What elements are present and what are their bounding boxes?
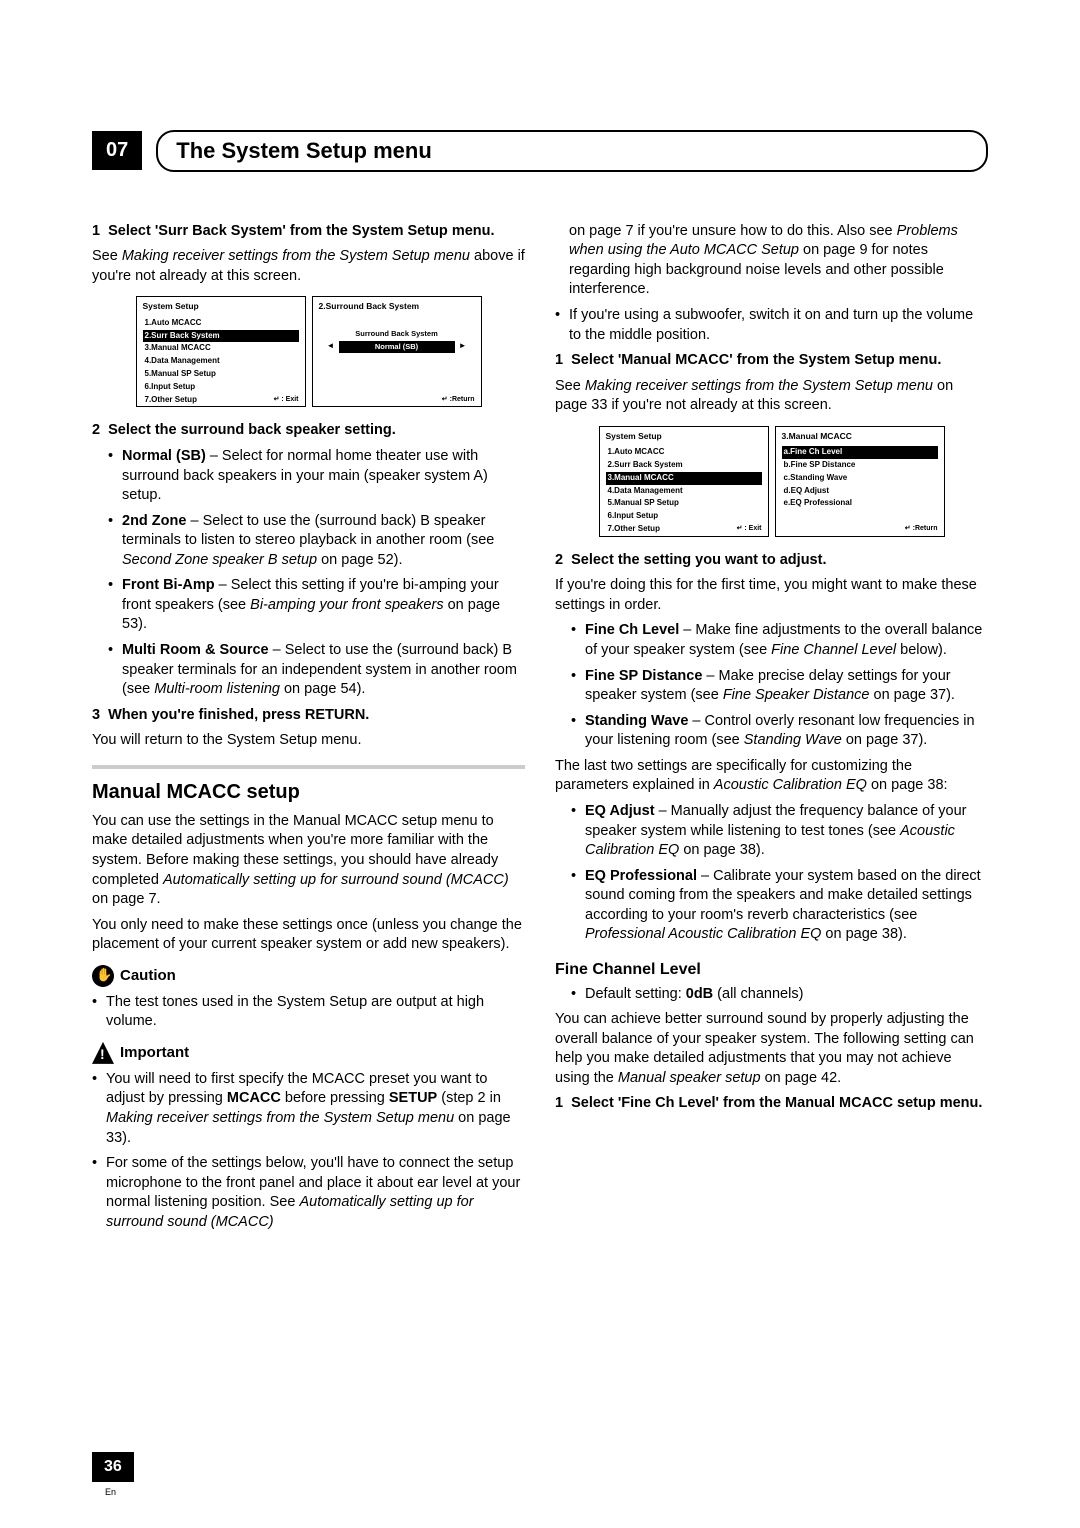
list-item: If you're using a subwoofer, switch it o…: [555, 306, 988, 345]
osd-item: c.Standing Wave: [782, 472, 938, 485]
step: 1 Select 'Manual MCACC' from the System S…: [555, 351, 988, 371]
list-item: Multi Room & Source – Select to use the …: [108, 641, 525, 700]
caution-label: Caution: [120, 966, 176, 986]
step-number: 2: [92, 422, 100, 438]
body-text: If you're doing this for the first time,…: [555, 576, 988, 615]
osd-item: 5.Manual SP Setup: [143, 368, 299, 381]
caution-icon: [92, 965, 114, 987]
list-item: The test tones used in the System Setup …: [92, 993, 525, 1032]
body-text: See Making receiver settings from the Sy…: [92, 247, 525, 286]
list-item: Fine Ch Level – Make fine adjustments to…: [571, 621, 988, 660]
osd-item-selected: a.Fine Ch Level: [782, 446, 938, 459]
step: 2 Select the surround back speaker settin…: [92, 421, 525, 441]
page-language: En: [105, 1486, 116, 1498]
bullet-list: EQ Adjust – Manually adjust the frequenc…: [571, 802, 988, 945]
body-text: The last two settings are specifically f…: [555, 757, 988, 796]
osd-footer: ↵ :Return: [905, 524, 938, 533]
bullet-list: You will need to first specify the MCACC…: [92, 1070, 525, 1233]
page-number: 36: [92, 1452, 134, 1482]
caution-heading: Caution: [92, 965, 525, 987]
body-text: You can use the settings in the Manual M…: [92, 812, 525, 910]
step-number: 1: [92, 223, 100, 239]
list-item: For some of the settings below, you'll h…: [92, 1154, 525, 1232]
osd-item: 1.Auto MCACC: [143, 317, 299, 330]
osd-item: 3.Manual MCACC: [143, 342, 299, 355]
osd-item: b.Fine SP Distance: [782, 459, 938, 472]
chapter-title: The System Setup menu: [156, 130, 988, 172]
osd-manual-mcacc: 3.Manual MCACC a.Fine Ch Level b.Fine SP…: [775, 426, 945, 537]
step: 2 Select the setting you want to adjust.: [555, 551, 988, 571]
osd-system-setup: System Setup 1.Auto MCACC 2.Surr Back Sy…: [136, 296, 306, 407]
list-item: 2nd Zone – Select to use the (surround b…: [108, 512, 525, 571]
list-item: Default setting: 0dB (all channels): [571, 985, 988, 1005]
step-number: 3: [92, 707, 100, 723]
list-item: Standing Wave – Control overly resonant …: [571, 712, 988, 751]
step-label: Select 'Surr Back System' from the Syste…: [108, 223, 494, 239]
bullet-list: Normal (SB) – Select for normal home the…: [108, 447, 525, 700]
important-label: Important: [120, 1043, 189, 1063]
bullet-list: The test tones used in the System Setup …: [92, 993, 525, 1032]
osd-item: e.EQ Professional: [782, 497, 938, 510]
section-heading: Manual MCACC setup: [92, 765, 525, 806]
list-item: EQ Professional – Calibrate your system …: [571, 867, 988, 945]
step-label: Select the setting you want to adjust.: [571, 552, 826, 568]
step-number: 1: [555, 1095, 563, 1111]
osd-item: 4.Data Management: [143, 355, 299, 368]
osd-title: 2.Surround Back System: [319, 301, 475, 312]
step-number: 2: [555, 552, 563, 568]
two-column-layout: 1 Select 'Surr Back System' from the Syst…: [92, 222, 988, 1239]
body-text: See Making receiver settings from the Sy…: [555, 377, 988, 416]
bullet-list: Fine Ch Level – Make fine adjustments to…: [571, 621, 988, 750]
bullet-list: If you're using a subwoofer, switch it o…: [555, 306, 988, 345]
osd-item: 6.Input Setup: [606, 510, 762, 523]
osd-item: 4.Data Management: [606, 485, 762, 498]
step-label: When you're finished, press RETURN.: [108, 707, 369, 723]
list-item: You will need to first specify the MCACC…: [92, 1070, 525, 1148]
step-label: Select 'Fine Ch Level' from the Manual M…: [571, 1095, 982, 1111]
step-number: 1: [555, 352, 563, 368]
body-text: on page 7 if you're unsure how to do thi…: [569, 222, 988, 300]
osd-footer: ↵ : Exit: [274, 395, 299, 404]
osd-item-selected: 3.Manual MCACC: [606, 472, 762, 485]
osd-item: 1.Auto MCACC: [606, 446, 762, 459]
menu-figure: System Setup 1.Auto MCACC 2.Surr Back Sy…: [555, 426, 988, 537]
menu-figure: System Setup 1.Auto MCACC 2.Surr Back Sy…: [92, 296, 525, 407]
osd-title: System Setup: [143, 301, 299, 312]
body-text: You can achieve better surround sound by…: [555, 1010, 988, 1088]
important-heading: Important: [92, 1042, 525, 1064]
list-item: EQ Adjust – Manually adjust the frequenc…: [571, 802, 988, 861]
body-text: You only need to make these settings onc…: [92, 916, 525, 955]
list-item: Normal (SB) – Select for normal home the…: [108, 447, 525, 506]
right-column: on page 7 if you're unsure how to do thi…: [555, 222, 988, 1239]
step: 1 Select 'Fine Ch Level' from the Manual …: [555, 1094, 988, 1114]
step: 1 Select 'Surr Back System' from the Syst…: [92, 222, 525, 242]
osd-footer: ↵ : Exit: [737, 524, 762, 533]
bullet-list: Default setting: 0dB (all channels): [571, 985, 988, 1005]
osd-item: 6.Input Setup: [143, 381, 299, 394]
osd-item: 5.Manual SP Setup: [606, 497, 762, 510]
list-item: Front Bi-Amp – Select this setting if yo…: [108, 576, 525, 635]
osd-system-setup: System Setup 1.Auto MCACC 2.Surr Back Sy…: [599, 426, 769, 537]
osd-footer: ↵ :Return: [442, 395, 475, 404]
osd-item: d.EQ Adjust: [782, 485, 938, 498]
step-label: Select 'Manual MCACC' from the System Se…: [571, 352, 941, 368]
osd-selection: Normal (SB): [339, 341, 455, 353]
chapter-number: 07: [92, 131, 142, 170]
left-column: 1 Select 'Surr Back System' from the Syst…: [92, 222, 525, 1239]
body-text: You will return to the System Setup menu…: [92, 731, 525, 751]
osd-title: 3.Manual MCACC: [782, 431, 938, 442]
step: 3 When you're finished, press RETURN.: [92, 706, 525, 726]
osd-title: System Setup: [606, 431, 762, 442]
important-icon: [92, 1042, 114, 1064]
osd-sublabel: Surround Back System: [319, 329, 475, 339]
osd-surr-back: 2.Surround Back System Surround Back Sys…: [312, 296, 482, 407]
list-item: Fine SP Distance – Make precise delay se…: [571, 667, 988, 706]
subsection-heading: Fine Channel Level: [555, 959, 988, 981]
osd-item: 2.Surr Back System: [606, 459, 762, 472]
chapter-header: 07 The System Setup menu: [92, 130, 988, 172]
osd-item-selected: 2.Surr Back System: [143, 330, 299, 343]
step-label: Select the surround back speaker setting…: [108, 422, 396, 438]
